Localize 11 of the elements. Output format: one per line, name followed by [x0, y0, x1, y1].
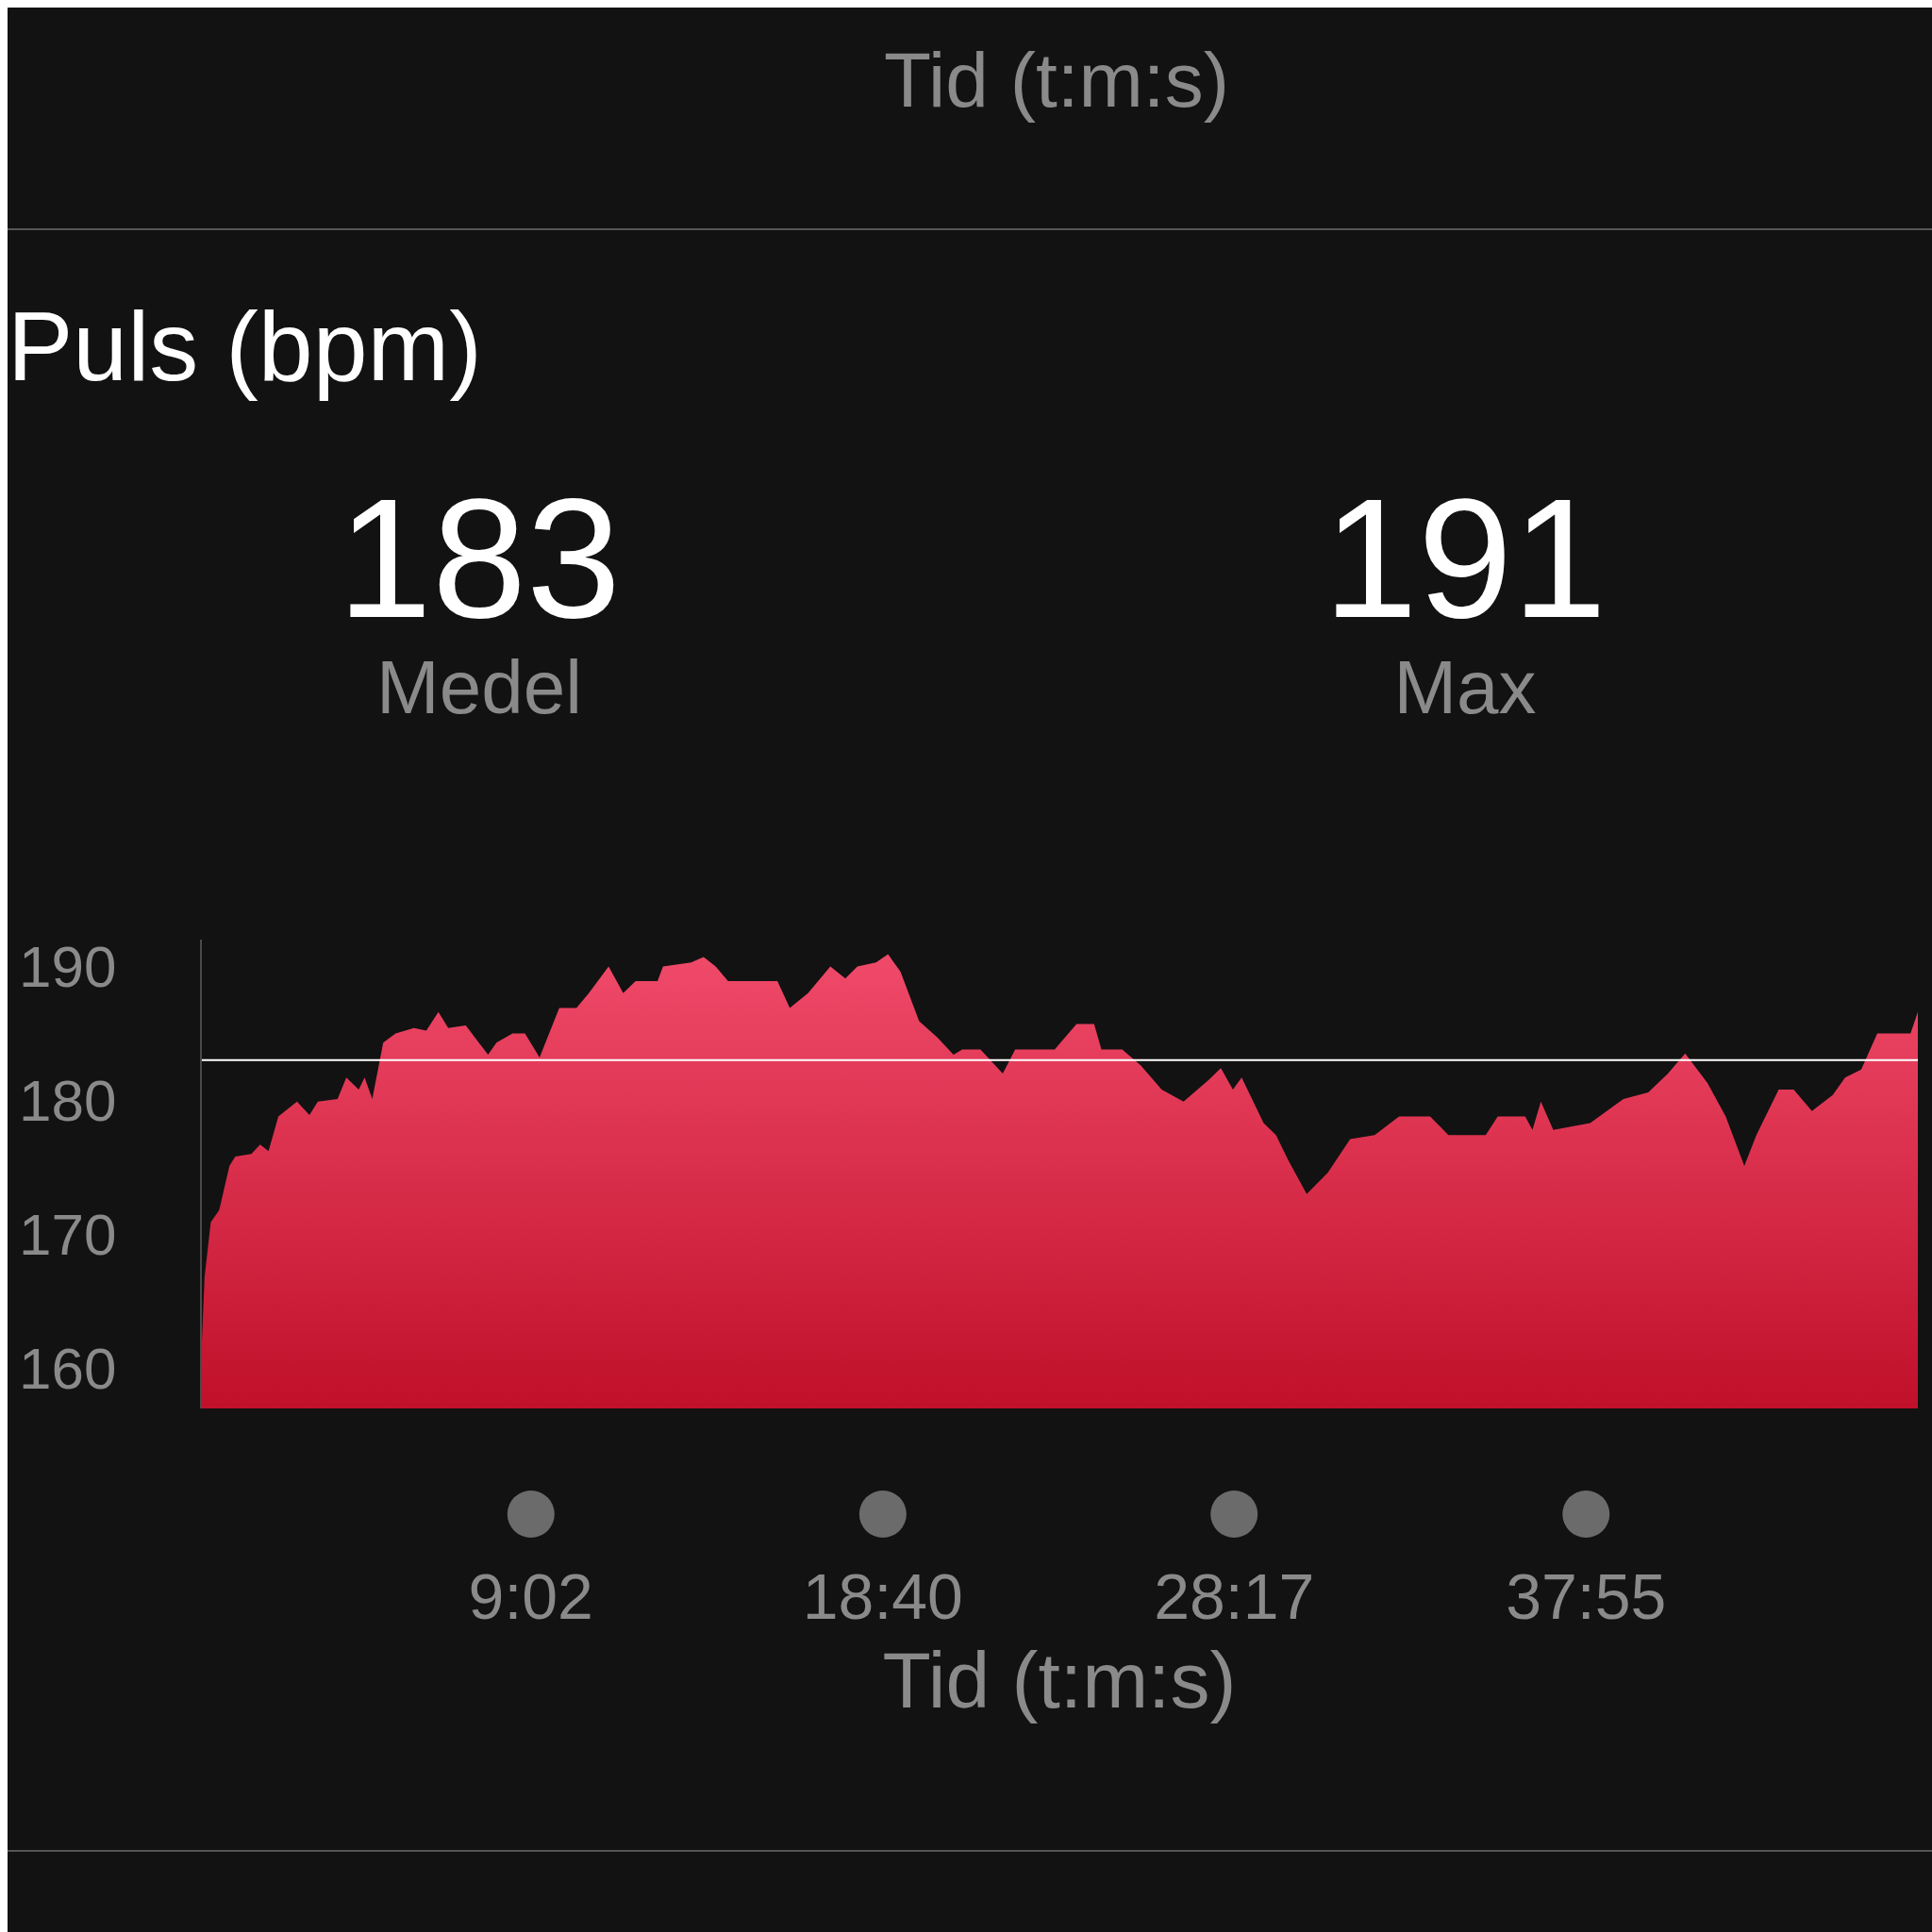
x-tick-label: 37:55 [1506, 1560, 1667, 1632]
y-tick-label: 160 [19, 1336, 117, 1402]
y-tick-label: 170 [19, 1202, 117, 1268]
x-axis-title: Tid (t:m:s) [882, 1636, 1237, 1724]
x-tick-label: 9:02 [468, 1560, 593, 1632]
x-tick-label: 18:40 [802, 1560, 963, 1632]
text: Tid (t:m:s) [884, 36, 1229, 125]
chart-title: Puls (bpm) [8, 291, 482, 403]
y-tick-label: 180 [19, 1068, 117, 1134]
y-tick-label: 190 [19, 934, 117, 1000]
x-tick-label: 28:17 [1154, 1560, 1315, 1632]
